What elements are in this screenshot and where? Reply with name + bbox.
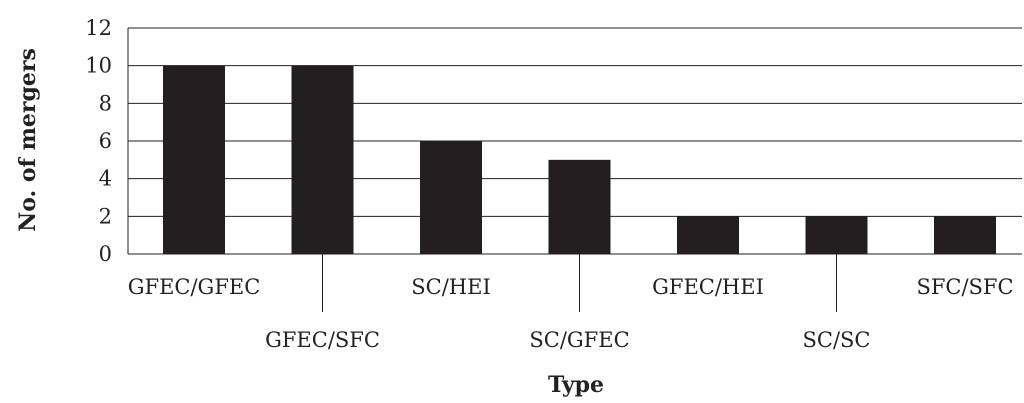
bar-sc-gfec [548,159,611,254]
y-tick-label: 10 [85,54,112,78]
bars [163,65,996,255]
y-axis-title: No. of mergers [15,48,41,232]
bar-sc-sc [805,216,868,254]
x-category-labels: GFEC/GFEC GFEC/SFC SC/HEI SC/GFEC GFEC/HEI SC… [128,254,1014,352]
x-category-label: GFEC/SFC [265,328,380,352]
x-axis-title: Type [548,372,604,398]
y-tick-label: 6 [99,129,112,153]
x-category-label: SC/HEI [411,275,490,299]
y-tick-label: 4 [99,167,112,191]
bar-gfec-gfec [163,65,225,255]
y-tick-label: 0 [99,242,112,266]
y-tick-label: 12 [85,16,112,40]
bar-sfc-sfc [934,216,996,254]
x-category-label: GFEC/GFEC [128,275,261,299]
bar-gfec-sfc [291,65,354,255]
y-tick-label: 8 [99,91,112,115]
y-tick-label: 2 [99,204,112,228]
x-category-label: SC/SC [803,328,871,352]
x-category-label: SFC/SFC [916,275,1013,299]
bar-gfec-hei [677,216,739,254]
x-category-label: SC/GFEC [529,328,629,352]
y-tick-labels: 0 2 4 6 8 10 12 [85,16,112,266]
bar-sc-hei [420,141,482,254]
x-category-label: GFEC/HEI [652,275,764,299]
